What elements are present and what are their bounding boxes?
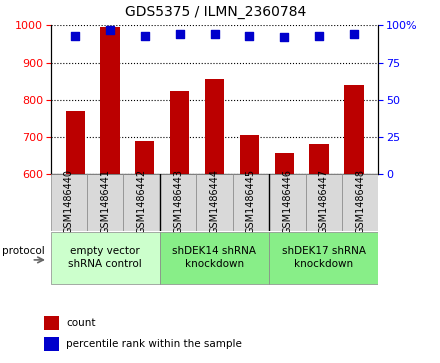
Text: GSM1486443: GSM1486443 — [173, 169, 183, 234]
Bar — [87, 174, 124, 231]
Bar — [51, 174, 87, 231]
Text: GSM1486445: GSM1486445 — [246, 169, 256, 234]
Text: GSM1486442: GSM1486442 — [137, 169, 147, 234]
Bar — [100, 27, 120, 174]
Point — [350, 32, 357, 37]
Bar — [233, 174, 269, 231]
Bar — [196, 174, 233, 231]
Bar — [309, 144, 329, 174]
Text: shDEK14 shRNA
knockdown: shDEK14 shRNA knockdown — [172, 246, 257, 269]
Text: GSM1486440: GSM1486440 — [64, 169, 74, 234]
Bar — [160, 174, 196, 231]
Bar — [51, 232, 160, 284]
Text: shDEK17 shRNA
knockdown: shDEK17 shRNA knockdown — [282, 246, 366, 269]
Bar — [44, 315, 59, 330]
Bar — [345, 85, 363, 174]
Point — [72, 33, 79, 39]
Text: GDS5375 / ILMN_2360784: GDS5375 / ILMN_2360784 — [125, 5, 306, 20]
Point — [211, 32, 218, 37]
Bar — [342, 174, 378, 231]
Point — [141, 33, 148, 39]
Text: protocol: protocol — [3, 246, 45, 256]
Bar — [44, 337, 59, 351]
Bar — [305, 174, 342, 231]
Text: count: count — [66, 318, 96, 328]
Bar — [135, 141, 154, 174]
Point — [106, 27, 114, 33]
Text: GSM1486441: GSM1486441 — [100, 169, 110, 234]
Text: GSM1486448: GSM1486448 — [355, 169, 365, 234]
Text: GSM1486447: GSM1486447 — [319, 169, 329, 234]
Bar — [240, 135, 259, 174]
Text: empty vector
shRNA control: empty vector shRNA control — [68, 246, 142, 269]
Bar — [269, 174, 305, 231]
Bar — [170, 90, 189, 174]
Point — [176, 32, 183, 37]
Bar — [160, 232, 269, 284]
Point — [246, 33, 253, 39]
Bar — [124, 174, 160, 231]
Text: GSM1486444: GSM1486444 — [209, 169, 220, 234]
Bar — [66, 111, 84, 174]
Bar — [269, 232, 378, 284]
Bar — [275, 153, 294, 174]
Text: GSM1486446: GSM1486446 — [282, 169, 292, 234]
Point — [281, 34, 288, 40]
Bar — [205, 79, 224, 174]
Text: percentile rank within the sample: percentile rank within the sample — [66, 339, 242, 349]
Point — [315, 33, 323, 39]
